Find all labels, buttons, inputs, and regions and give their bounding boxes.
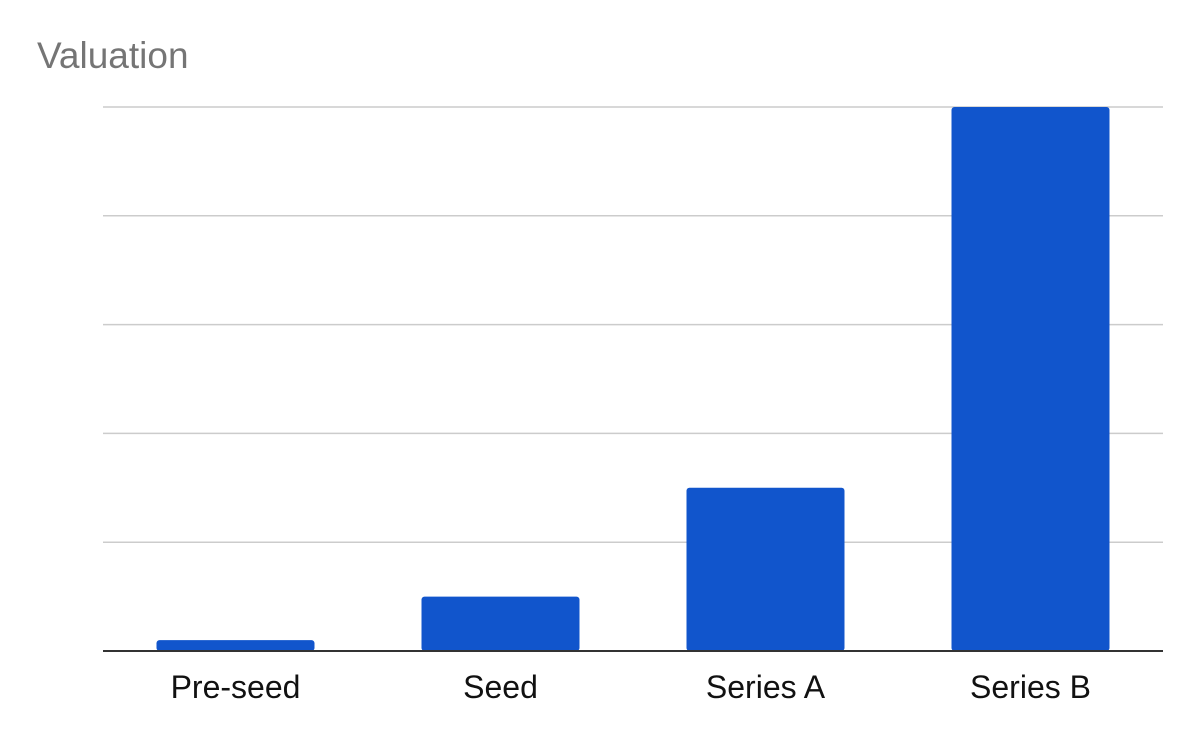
chart-title: Valuation (37, 35, 189, 76)
x-tick-label: Series A (706, 669, 826, 705)
x-tick-label: Pre-seed (171, 669, 301, 705)
bar-pre-seed (156, 640, 315, 651)
bar-series-b (951, 107, 1110, 651)
bars (156, 107, 1110, 651)
x-axis-tick-labels: Pre-seed Seed Series A Series B (171, 669, 1091, 705)
bar-seed (421, 596, 580, 651)
x-tick-label: Series B (970, 669, 1091, 705)
x-tick-label: Seed (463, 669, 538, 705)
bar-series-a (686, 487, 845, 651)
